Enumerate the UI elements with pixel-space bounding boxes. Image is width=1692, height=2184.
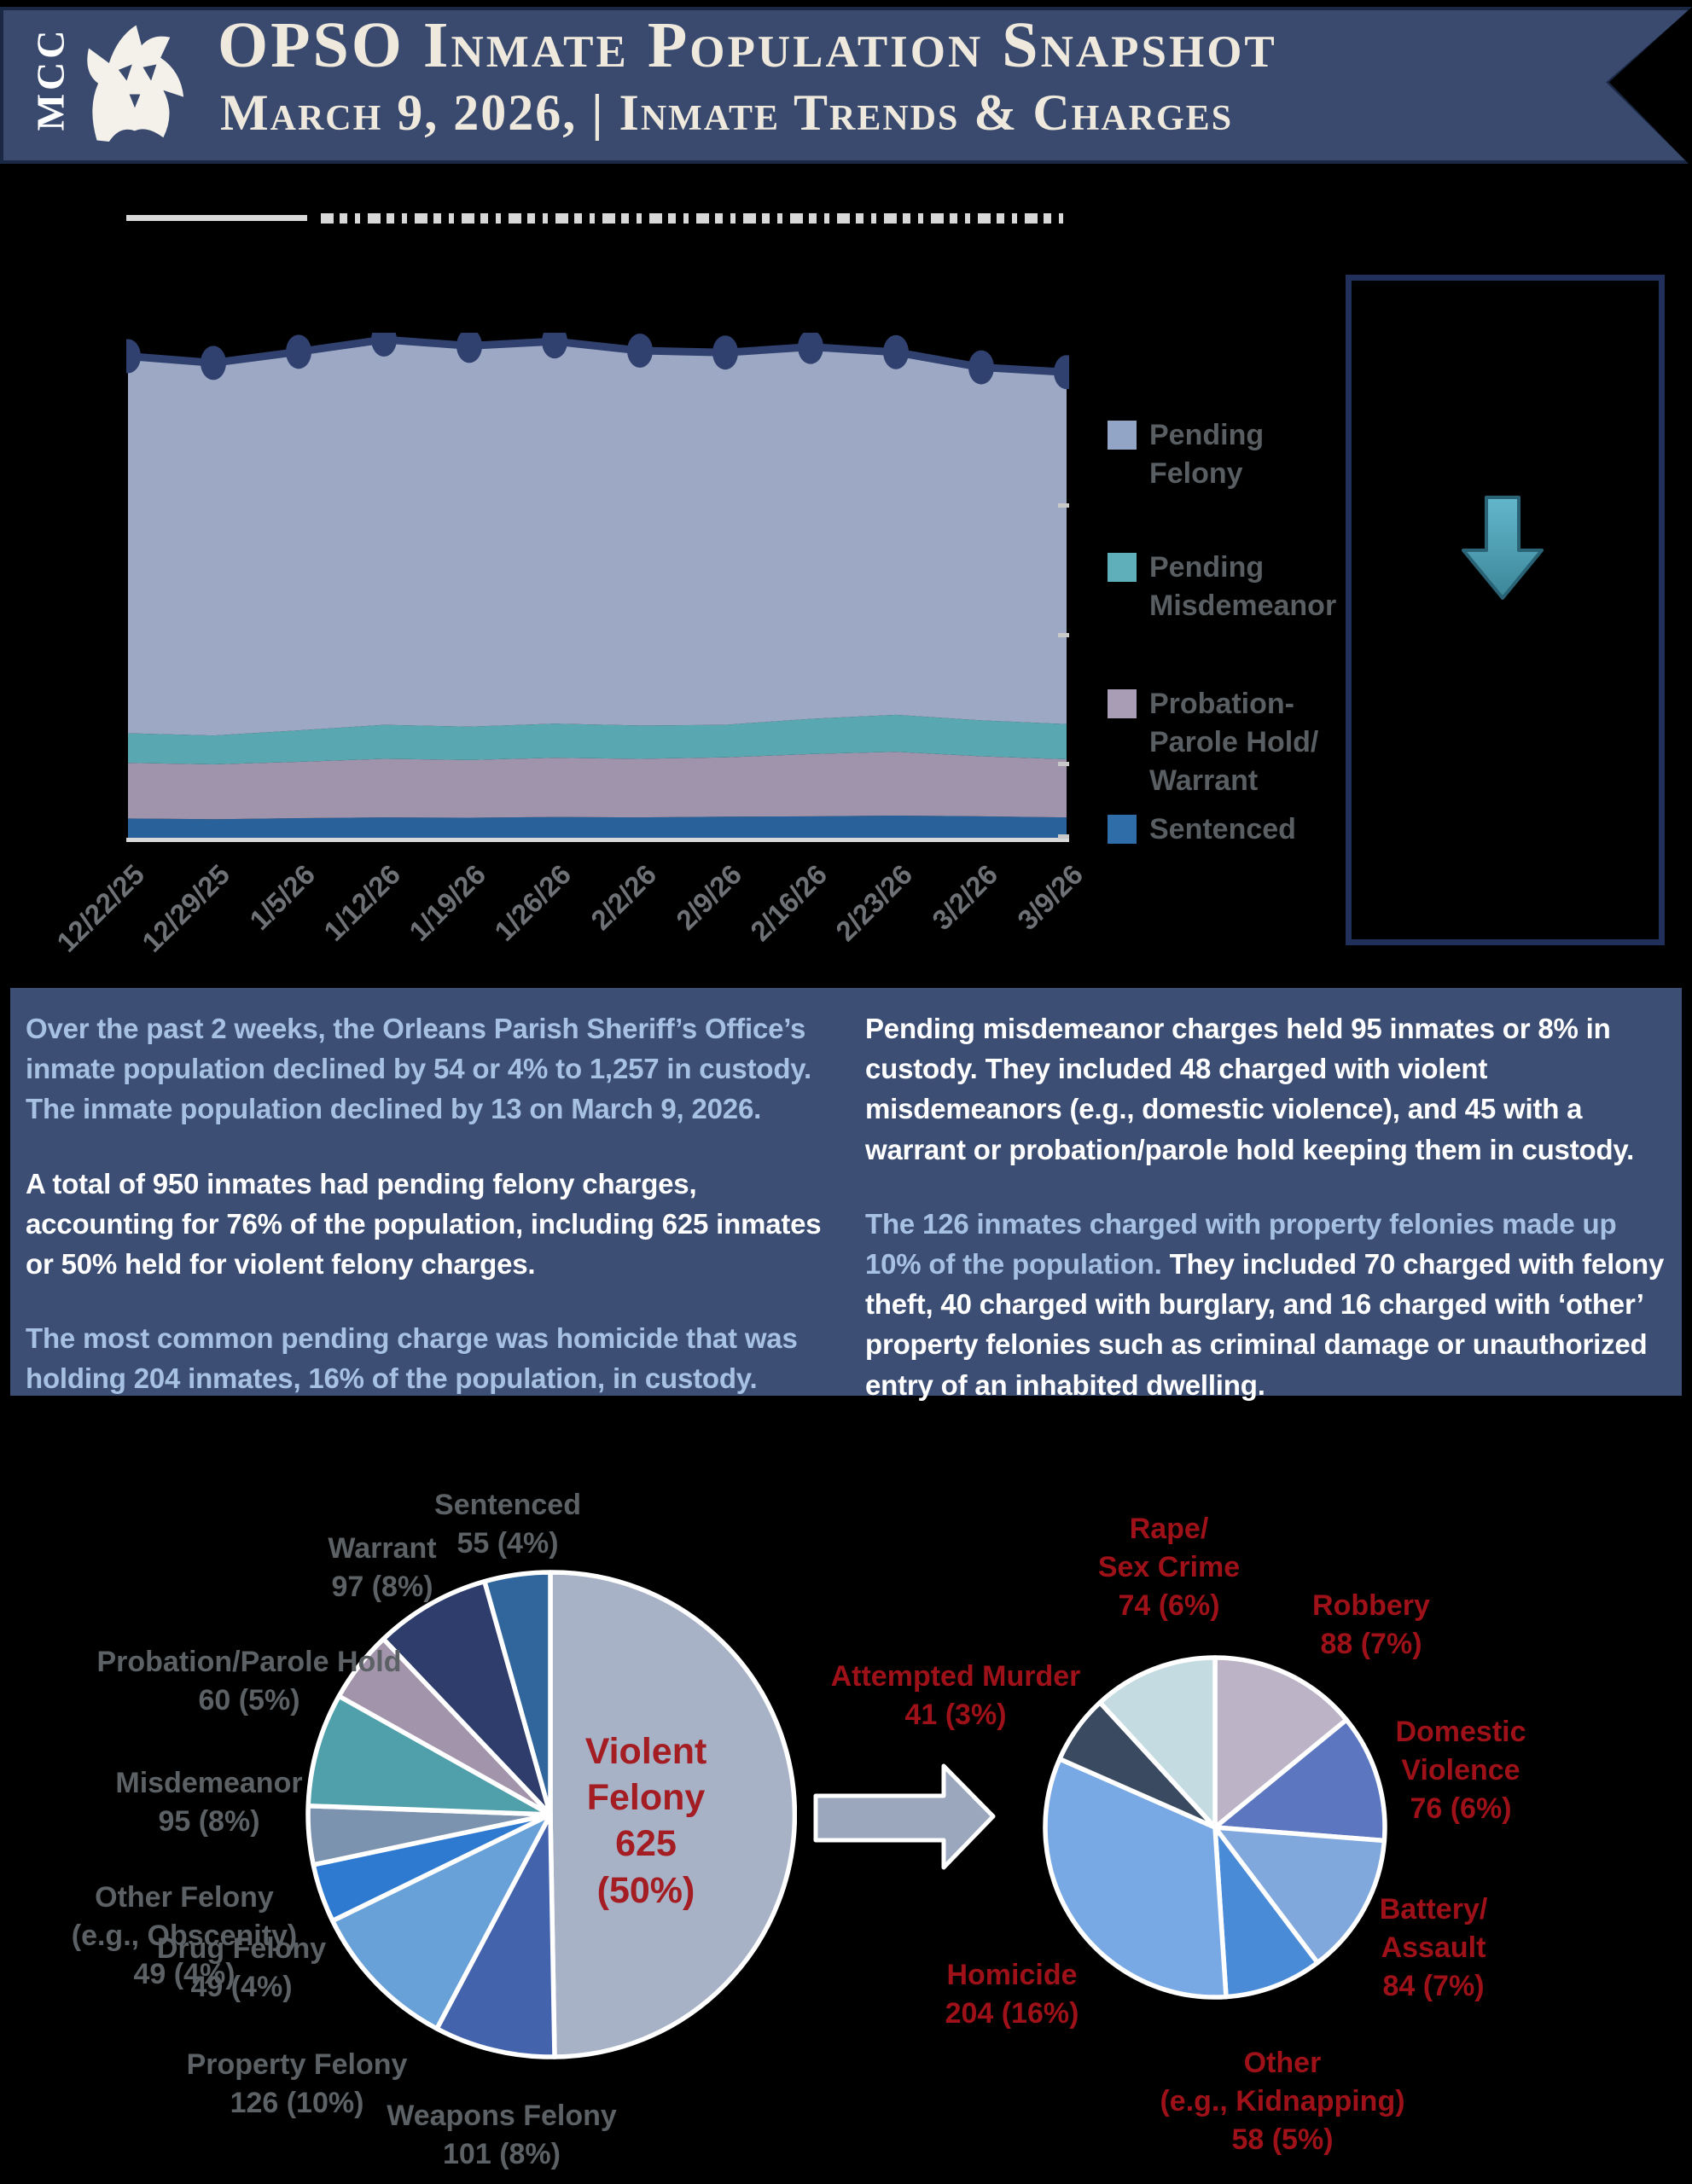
label-other-felony: Other Felony (e.g., Obscenity) 49 (4%): [71, 1881, 298, 1990]
total-marker: [456, 333, 482, 363]
label-robbery: Robbery 88 (7%): [1312, 1589, 1430, 1660]
label-warrant: Warrant 97 (8%): [328, 1532, 437, 1603]
area-0: [128, 815, 1067, 838]
summary-paragraph: Pending misdemeanor charges held 95 inma…: [865, 1008, 1674, 1170]
pie-slice-1: [434, 1812, 557, 2059]
legend-item: Sentenced: [1108, 810, 1296, 849]
clipped-title-bar: [126, 215, 307, 221]
legend-label: Sentenced: [1149, 813, 1296, 845]
clipped-title-fragments: [321, 211, 1063, 224]
mcc-logo: MCC: [22, 7, 206, 148]
area-2: [128, 714, 1067, 765]
summary-text: The 126 inmates charged with property fe…: [865, 1207, 1617, 1280]
label-attempted-murder: Attempted Murder 41 (3%): [830, 1660, 1081, 1731]
legend-label: Pending Felony: [1149, 419, 1265, 490]
summary-paragraph: Over the past 2 weeks, the Orleans Paris…: [26, 1008, 834, 1130]
legend-item: Probation- Parole Hold/ Warrant: [1108, 685, 1318, 800]
legend-item: Pending Felony: [1108, 416, 1264, 493]
summary-band: Over the past 2 weeks, the Orleans Paris…: [10, 988, 1682, 1401]
summary-right-column: Pending misdemeanor charges held 95 inma…: [865, 1008, 1674, 1439]
legend-label: Pending Misdemeanor: [1149, 551, 1337, 622]
pie-slice-6: [1097, 1655, 1218, 1830]
label-probation-parole-hold: Probation/Parole Hold 60 (5%): [96, 1646, 402, 1716]
charges-pie-chart: [305, 1570, 797, 2059]
total-marker: [1054, 355, 1069, 390]
summary-text: They included 70 charged with felony the…: [865, 1247, 1665, 1401]
label-battery-assault: Battery/ Assault 84 (7%): [1379, 1893, 1488, 2002]
total-line: [127, 335, 1067, 376]
total-marker: [712, 335, 738, 370]
x-axis-line: [126, 838, 1069, 842]
pie-slice-4: [1043, 1757, 1229, 2000]
label-sentenced: Sentenced 55 (4%): [434, 1489, 581, 1560]
summary-paragraph: The 126 inmates charged with property fe…: [865, 1204, 1674, 1405]
y-tick: [1058, 633, 1069, 637]
legend-label: Probation- Parole Hold/ Warrant: [1149, 688, 1319, 797]
legend-swatch: [1108, 689, 1137, 718]
label-weapons-felony: Weapons Felony 101 (8%): [387, 2100, 617, 2170]
total-marker: [542, 333, 567, 359]
label-violent-felony-center: Violent Felony 625 (50%): [584, 1731, 707, 1911]
summary-left-column: Over the past 2 weeks, the Orleans Paris…: [26, 1008, 834, 1433]
summary-text: Over the past 2 weeks, the Orleans Paris…: [26, 1013, 811, 1125]
y-tick: [1058, 762, 1069, 766]
total-marker: [798, 333, 823, 364]
y-tick: [1058, 834, 1069, 839]
total-marker: [286, 334, 311, 369]
legend-swatch: [1108, 553, 1137, 582]
pie-slice-0: [548, 1570, 797, 2059]
total-marker: [627, 334, 653, 369]
label-rape-sex-crime: Rape/ Sex Crime 74 (6%): [1097, 1513, 1241, 1622]
wolf-icon: [87, 25, 184, 142]
pie-slice-3: [1212, 1825, 1320, 2000]
total-marker: [126, 339, 141, 374]
down-arrow-icon: [1462, 496, 1544, 600]
trend-legend: Pending Felony Pending Misdemeanor Probati…: [1108, 408, 1355, 868]
stacked-areas: [128, 340, 1067, 838]
summary-text: The most common pending charge was homic…: [26, 1322, 798, 1395]
summary-text: A total of 950 inmates had pending felon…: [26, 1167, 822, 1280]
label-domestic-violence: Domestic Violence 76 (6%): [1395, 1716, 1526, 1825]
label-misdemeanor: Misdemeanor 95 (8%): [115, 1767, 303, 1838]
total-marker: [883, 334, 909, 369]
summary-paragraph: A total of 950 inmates had pending felon…: [26, 1164, 834, 1285]
total-marker: [201, 346, 226, 380]
pie-slice-5: [305, 1693, 553, 1817]
decline-indicator-box: [1346, 275, 1665, 945]
pie-slice-1: [1212, 1717, 1387, 1844]
area-1: [128, 752, 1067, 820]
violent-felony-pie-chart: [1043, 1655, 1387, 2000]
pie-slice-8: [482, 1570, 553, 1817]
y-tick: [1058, 503, 1069, 508]
label-drug-felony: Drug Felony 49 (4%): [156, 1932, 327, 2003]
header-banner: [0, 7, 1692, 164]
page-title: OPSO Inmate Population Snapshot: [218, 9, 1277, 81]
label-property-felony: Property Felony 126 (10%): [186, 2048, 408, 2119]
header-banner-fill: [3, 10, 1689, 160]
legend-swatch: [1108, 815, 1137, 844]
inmate-trend-chart: [126, 333, 1069, 842]
pie-slice-0: [1212, 1655, 1349, 1830]
total-marker: [371, 333, 397, 357]
legend-swatch: [1108, 421, 1137, 450]
legend-item: Pending Misdemeanor: [1108, 549, 1336, 625]
pie-slice-7: [381, 1578, 553, 1817]
pie-slice-2: [329, 1812, 553, 2031]
summary-text: Pending misdemeanor charges held 95 inma…: [865, 1013, 1635, 1165]
area-3: [128, 340, 1067, 736]
label-homicide: Homicide 204 (16%): [945, 1959, 1079, 2030]
clipped-chart-title: [126, 210, 1067, 224]
total-marker: [968, 350, 994, 385]
pie-slice-2: [1212, 1825, 1387, 1966]
page-subtitle: March 9, 2026, | Inmate Trends & Charges: [220, 84, 1234, 141]
summary-paragraph: The most common pending charge was homic…: [26, 1318, 834, 1398]
right-arrow-icon: [813, 1763, 996, 1870]
label-other-kidnapping: Other (e.g., Kidnapping) 58 (5%): [1160, 2047, 1405, 2156]
